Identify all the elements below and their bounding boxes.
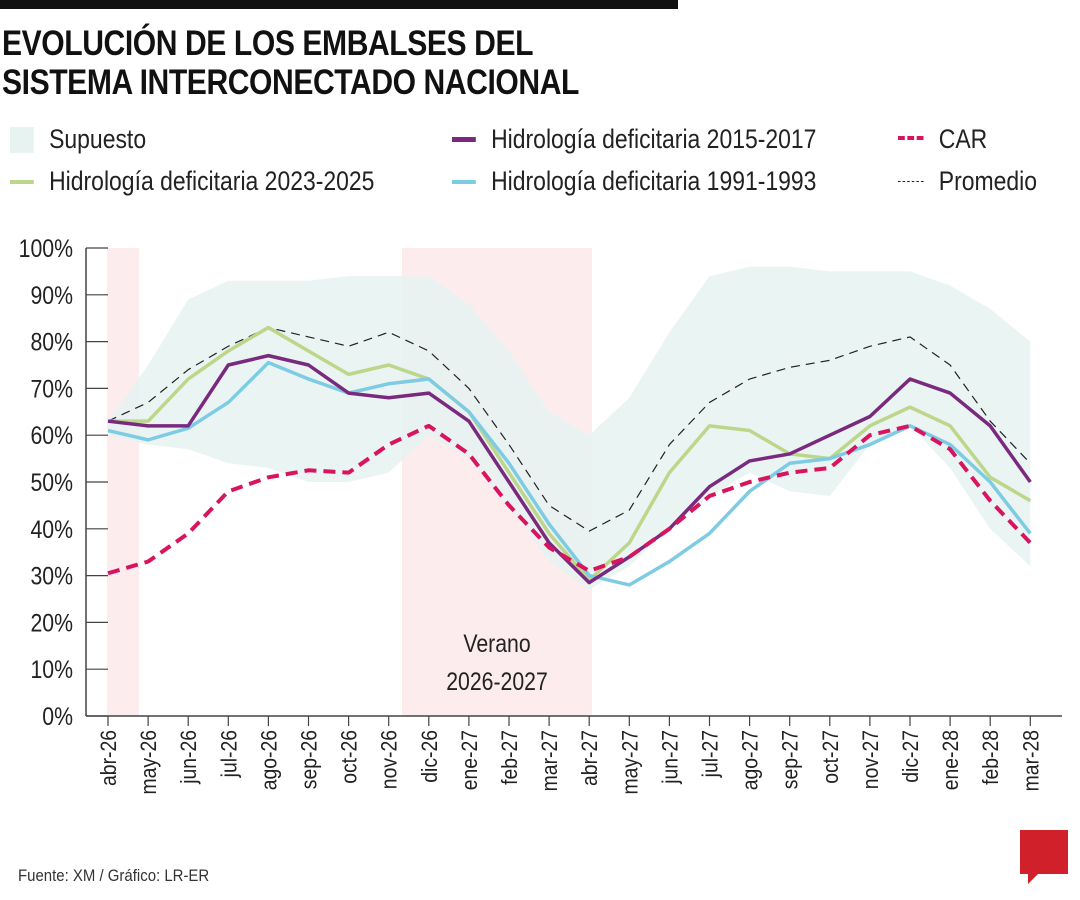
x-tick-label: jun-26 [177,730,201,785]
title-line-2: SISTEMA INTERCONECTADO NACIONAL [2,63,579,102]
x-tick-label: dic-26 [418,730,442,783]
y-tick-label: 60% [30,422,73,450]
series-line-hidrolog-a-deficitaria-2015-2017 [107,353,1032,585]
x-tick-label: nov-27 [859,730,883,789]
x-tick-label: sep-27 [779,730,803,789]
shaded-period [107,248,139,716]
y-tick-label: 100% [19,234,73,262]
supuesto-band [108,266,1031,590]
line-swatch [898,135,924,144]
legend-label: Supuesto [49,124,147,154]
chart-svg: Verano 2026-2027 0% 10% 20% 30% 40% 50% 60% 70% 80… [19,234,1062,795]
line-swatch [452,137,476,142]
lr-logo [1020,830,1068,884]
legend-label: Hidrología deficitaria 2015-2017 [491,124,817,154]
series-line-hidrolog-a-deficitaria-2023-2025 [108,325,1032,583]
y-tick-label: 70% [30,375,73,403]
legend-car: CAR [898,124,987,155]
y-tick-label: 40% [30,515,73,543]
y-tick-label: 0% [42,702,73,730]
y-tick-label: 30% [30,562,73,590]
x-tick-label: jun-27 [658,730,682,785]
y-tick-label: 20% [30,609,73,637]
legend-label: Hidrología deficitaria 1991-1993 [491,166,817,196]
x-tick-label: mar-28 [1019,730,1043,791]
legend-h1991: Hidrología deficitaria 1991-1993 [452,166,816,197]
x-tick-label: feb-28 [979,730,1003,785]
legend-label: CAR [938,124,988,154]
x-tick-label: jul-27 [698,730,722,778]
x-tick-label: oct-26 [337,730,361,784]
title-line-1: EVOLUCIÓN DE LOS EMBALSES DEL [2,24,534,63]
x-tick-label: feb-27 [498,730,522,785]
line-swatch [10,179,34,184]
legend-promedio: Promedio [898,166,1037,197]
y-tick-label: 50% [30,468,73,496]
source-note: Fuente: XM / Gráfico: LR-ER [18,866,210,885]
x-tick-label: sep-26 [297,730,321,789]
x-tick-label: ene-28 [939,730,963,790]
top-bar [0,0,678,9]
x-tick-label: oct-27 [819,730,843,784]
x-tick-label: may-26 [137,730,161,795]
chart-title: EVOLUCIÓN DE LOS EMBALSES DEL SISTEMA IN… [2,24,579,102]
x-tick-label: ago-27 [738,730,762,790]
y-tick-label: 90% [30,281,73,309]
x-tick-label: jul-26 [217,730,241,778]
period-label: Verano [463,629,530,657]
band-swatch [10,126,34,153]
x-tick-label: may-27 [618,730,642,795]
series-line-promedio [107,326,1031,532]
legend-h2023: Hidrología deficitaria 2023-2025 [10,166,374,197]
x-tick-label: ene-27 [458,730,482,790]
x-tick-label: abr-26 [97,730,121,786]
series-line-car [107,423,1032,576]
period-label: 2026-2027 [446,667,548,695]
line-swatch [452,179,476,184]
legend-supuesto: Supuesto [10,124,146,155]
x-tick-label: ago-26 [257,730,281,790]
series-line-hidrolog-a-deficitaria-1991-1993 [107,360,1032,587]
x-tick-label: nov-26 [378,730,402,789]
x-tick-label: mar-27 [538,730,562,791]
x-tick-label: dic-27 [899,730,923,783]
line-swatch [898,180,924,183]
x-tick-label: abr-27 [578,730,602,786]
legend-label: Hidrología deficitaria 2023-2025 [49,166,375,196]
y-tick-label: 10% [30,656,73,684]
legend-label: Promedio [938,166,1038,196]
y-tick-label: 80% [30,328,73,356]
legend-h2015: Hidrología deficitaria 2015-2017 [452,124,816,155]
